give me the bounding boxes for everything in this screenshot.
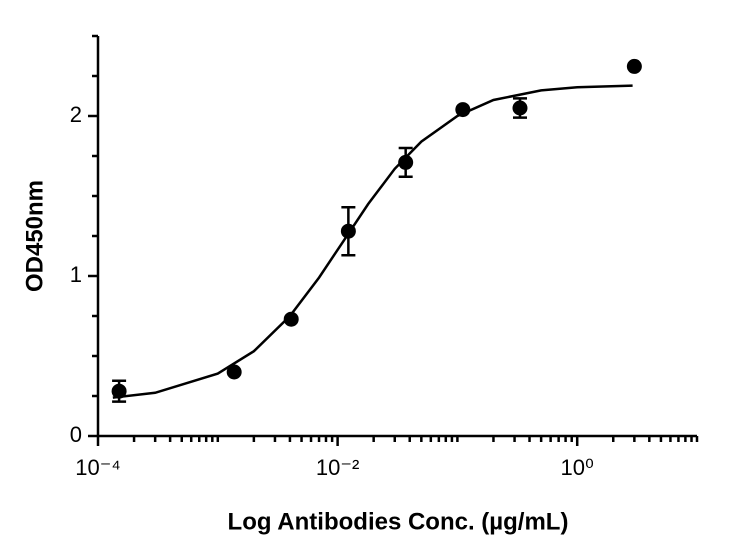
x-tick-label: 10⁰ — [561, 455, 594, 480]
y-tick-label: 0 — [70, 422, 82, 447]
data-point — [283, 311, 299, 327]
y-axis-title: OD450nm — [21, 180, 48, 292]
data-point — [398, 154, 414, 170]
x-tick-label: 10⁻² — [316, 455, 359, 480]
fit-curve — [112, 84, 633, 399]
x-tick-label: 10⁻⁴ — [75, 455, 121, 480]
y-tick-label: 2 — [70, 102, 82, 127]
data-point — [111, 383, 127, 399]
y-tick-label: 1 — [70, 262, 82, 287]
x-axis-title: Log Antibodies Conc. (µg/mL) — [228, 508, 569, 535]
data-point — [512, 100, 528, 116]
data-point — [226, 364, 242, 380]
data-point — [455, 102, 471, 118]
data-point — [626, 58, 642, 74]
data-point — [340, 223, 356, 239]
